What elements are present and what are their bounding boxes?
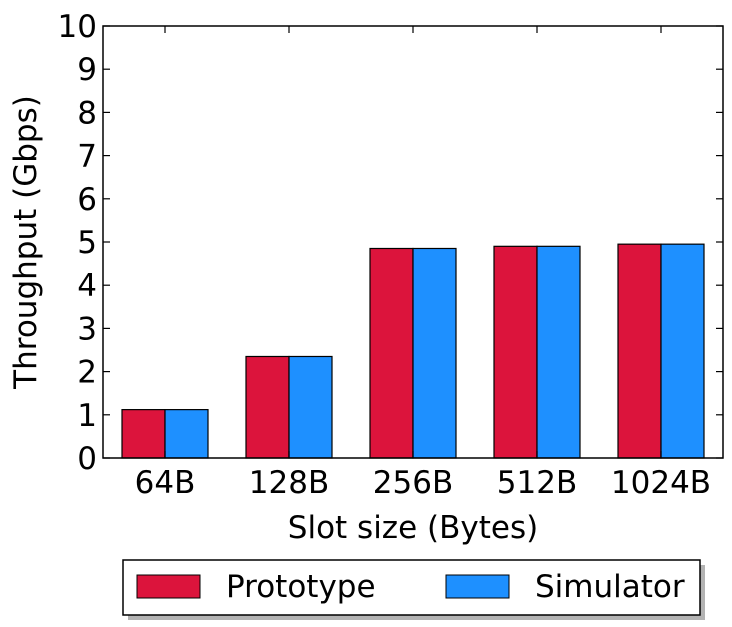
y-tick-label-3: 3 bbox=[77, 311, 97, 347]
y-tick-label-0: 0 bbox=[77, 441, 97, 477]
x-tick-label-1024B: 1024B bbox=[611, 465, 711, 501]
bar-simulator-1024b bbox=[660, 243, 705, 459]
bar-prototype-512b bbox=[493, 245, 538, 459]
bar-simulator-512b bbox=[536, 245, 581, 459]
x-tick-label-64B: 64B bbox=[135, 465, 196, 501]
legend-swatch-simulator bbox=[445, 574, 510, 599]
y-tick-label-1: 1 bbox=[77, 398, 97, 434]
y-tick-label-6: 6 bbox=[77, 182, 97, 218]
x-tick-label-256B: 256B bbox=[373, 465, 453, 501]
bar-prototype-1024b bbox=[617, 243, 662, 459]
bar-simulator-256b bbox=[412, 247, 457, 459]
x-tick-label-512B: 512B bbox=[497, 465, 577, 501]
bars-group bbox=[121, 243, 705, 459]
y-tick-label-7: 7 bbox=[77, 139, 97, 175]
legend-box bbox=[122, 559, 701, 616]
y-axis-title: Throughput (Gbps) bbox=[8, 95, 44, 390]
y-tick-label-10: 10 bbox=[58, 9, 97, 45]
y-tick-label-4: 4 bbox=[77, 268, 97, 304]
legend-swatch-prototype bbox=[136, 574, 201, 599]
y-tick-label-8: 8 bbox=[77, 95, 97, 131]
bar-prototype-64b bbox=[121, 409, 166, 459]
bar-prototype-128b bbox=[245, 355, 290, 459]
y-tick-label-5: 5 bbox=[77, 225, 97, 261]
legend-label-simulator: Simulator bbox=[535, 569, 685, 605]
bar-simulator-64b bbox=[164, 409, 209, 459]
y-tick-label-9: 9 bbox=[77, 52, 97, 88]
legend-label-prototype: Prototype bbox=[226, 569, 376, 605]
x-axis: 64B 128B 256B 512B 1024B bbox=[135, 26, 711, 501]
bar-prototype-256b bbox=[369, 247, 414, 459]
x-tick-label-128B: 128B bbox=[249, 465, 329, 501]
legend: Prototype Simulator bbox=[122, 559, 705, 620]
y-tick-label-2: 2 bbox=[77, 355, 97, 391]
y-axis: 0 1 2 3 4 5 6 7 8 9 10 bbox=[58, 9, 723, 477]
bar-simulator-128b bbox=[288, 355, 333, 459]
x-axis-title: Slot size (Bytes) bbox=[288, 510, 538, 546]
